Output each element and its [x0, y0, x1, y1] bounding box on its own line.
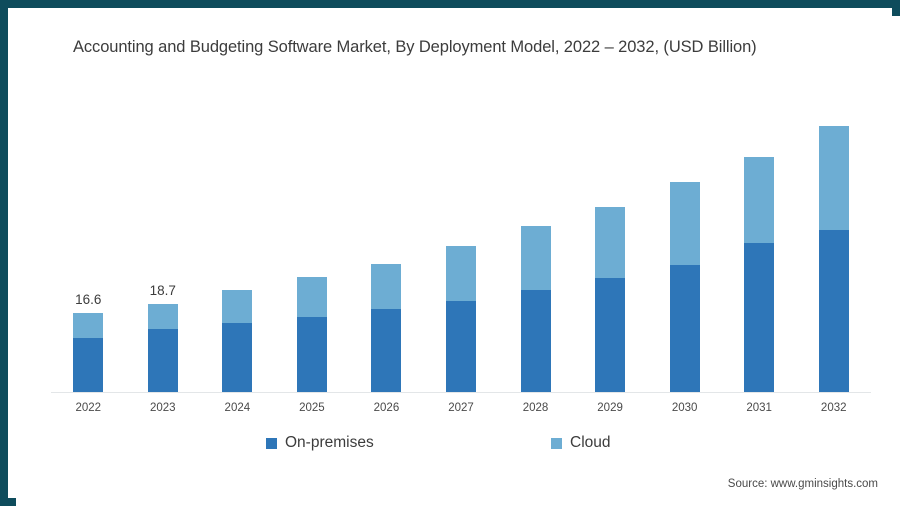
bar-segment-on-premises[interactable]: [744, 243, 775, 392]
x-axis-tick-label: 2032: [820, 402, 847, 414]
bar-value-label: 18.7: [149, 282, 176, 298]
x-axis-tick-label: 2028: [522, 402, 549, 414]
bar-segment-cloud[interactable]: [669, 182, 700, 266]
bar-stack[interactable]: [222, 290, 253, 392]
bar-group: [498, 108, 573, 392]
bar-stack[interactable]: [371, 264, 402, 392]
bar-segment-on-premises[interactable]: [73, 337, 104, 392]
bar-stack[interactable]: [818, 126, 849, 392]
bar-segment-on-premises[interactable]: [445, 300, 476, 392]
chart-legend: On-premises Cloud: [51, 434, 871, 460]
bar-segment-cloud[interactable]: [222, 290, 253, 324]
bar-segment-cloud[interactable]: [147, 303, 178, 329]
bar-stack[interactable]: [445, 245, 476, 392]
legend-item-cloud[interactable]: Cloud: [551, 434, 611, 452]
bar-stack[interactable]: [147, 303, 178, 392]
legend-label-cloud: Cloud: [570, 434, 611, 451]
bar-stack[interactable]: [595, 207, 626, 392]
chart-canvas: Accounting and Budgeting Software Market…: [16, 16, 900, 506]
x-axis-tick-label: 2026: [373, 402, 400, 414]
bar-segment-on-premises[interactable]: [818, 230, 849, 392]
bar-group: 18.7: [126, 108, 201, 392]
bar-group: [275, 108, 350, 392]
x-axis-tick-label: 2031: [746, 402, 772, 414]
x-axis-tick-label: 2024: [224, 402, 251, 414]
bar-value-label: 16.6: [75, 292, 102, 308]
bar-segment-on-premises[interactable]: [669, 265, 700, 392]
bar-segment-on-premises[interactable]: [371, 308, 402, 392]
bar-segment-cloud[interactable]: [371, 264, 402, 309]
bar-group: [796, 108, 871, 392]
bar-segment-cloud[interactable]: [520, 226, 551, 290]
source-attribution: Source: www.gminsights.com: [727, 478, 878, 490]
x-axis-tick-label: 2022: [75, 402, 102, 414]
legend-item-on-premises[interactable]: On-premises: [266, 434, 374, 452]
x-axis-tick-label: 2027: [448, 402, 474, 414]
bar-group: [424, 108, 499, 392]
bar-stack[interactable]: [520, 226, 551, 392]
x-axis-tick-label: 2023: [150, 402, 176, 414]
x-axis-tick-label: 2025: [299, 402, 325, 414]
x-axis-tick-label: 2030: [671, 402, 698, 414]
bar-group: [573, 108, 648, 392]
plot-area: 16.6 18.7: [51, 108, 871, 392]
bar-group: [722, 108, 797, 392]
bar-segment-cloud[interactable]: [73, 313, 104, 338]
x-axis-tick-label: 2029: [597, 402, 623, 414]
legend-label-on-premises: On-premises: [285, 434, 374, 451]
bar-group: 16.6: [51, 108, 126, 392]
chart-title: Accounting and Budgeting Software Market…: [73, 38, 757, 56]
bar-group: [349, 108, 424, 392]
bar-group: [200, 108, 275, 392]
bar-segment-cloud[interactable]: [818, 126, 849, 231]
legend-swatch-cloud: [551, 437, 562, 449]
bar-segment-cloud[interactable]: [296, 277, 327, 318]
bar-stack[interactable]: [73, 313, 104, 392]
bar-stack[interactable]: [296, 277, 327, 392]
bar-segment-on-premises[interactable]: [595, 278, 626, 392]
bar-stack[interactable]: [744, 156, 775, 392]
bar-stack[interactable]: [669, 182, 700, 392]
bar-segment-on-premises[interactable]: [147, 328, 178, 392]
bar-segment-on-premises[interactable]: [520, 289, 551, 392]
bar-segment-on-premises[interactable]: [296, 317, 327, 392]
bar-segment-cloud[interactable]: [595, 207, 626, 279]
bar-segment-cloud[interactable]: [744, 156, 775, 244]
x-axis-line: [51, 392, 871, 393]
bar-segment-cloud[interactable]: [445, 245, 476, 301]
bar-segment-on-premises[interactable]: [222, 323, 253, 392]
legend-swatch-on-premises: [266, 437, 277, 449]
bar-group: [647, 108, 722, 392]
